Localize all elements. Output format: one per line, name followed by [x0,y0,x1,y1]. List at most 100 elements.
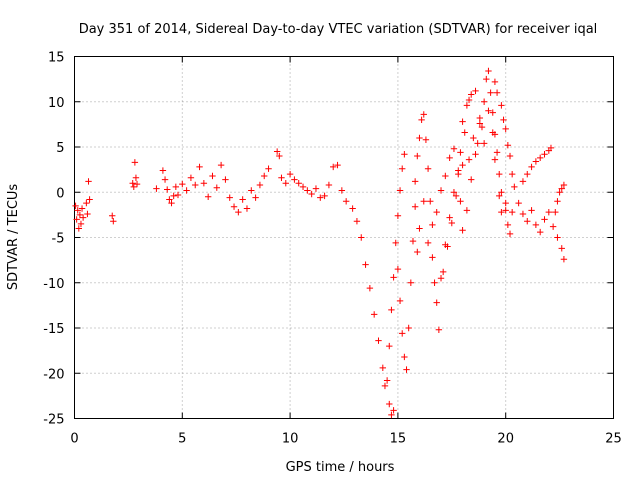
data-point [392,239,399,247]
data-point [386,400,393,408]
data-point [73,216,80,223]
data-point [74,207,81,214]
data-point [470,134,477,142]
y-tick-label: -10 [43,277,64,292]
data-point [200,180,208,187]
data-point [547,144,555,152]
data-point [358,234,365,241]
data-point [132,174,140,181]
data-point [552,208,559,216]
data-point [524,170,531,178]
data-point [437,275,445,282]
data-point [498,208,505,216]
data-point [295,180,302,187]
y-tick-label: 5 [56,141,64,156]
data-point [321,192,328,200]
y-tick-label: 0 [56,186,64,201]
data-point [427,198,434,205]
data-point [468,91,475,98]
data-point [72,202,79,210]
data-point [299,183,307,191]
data-point [496,170,503,178]
data-point [386,342,393,350]
data-point [317,194,324,201]
data-point [459,118,466,125]
data-point [256,181,264,189]
data-point [409,237,417,245]
data-point [183,187,190,194]
data-point [414,152,421,160]
data-point [519,210,527,218]
data-point [560,256,568,263]
data-point [411,178,419,185]
data-point [407,279,415,286]
data-point [401,151,408,158]
data-point [85,178,92,185]
data-point [504,221,512,229]
data-point [502,207,509,214]
data-point [418,116,425,124]
data-point [554,234,561,241]
data-point [353,218,361,225]
data-point [76,211,84,219]
data-point [485,67,492,75]
data-point [416,225,423,232]
data-point [472,87,479,95]
data-point [452,192,460,200]
data-point [388,411,395,419]
data-point [388,306,395,314]
data-point [164,186,171,193]
data-point [424,239,432,247]
data-point [133,180,141,188]
data-point [541,151,548,158]
data-point [330,163,337,171]
data-point [450,145,458,153]
data-point [558,185,565,192]
data-point [483,75,490,83]
data-point [487,89,494,96]
data-point [213,184,220,191]
data-point [414,248,421,256]
chart-title: Day 351 of 2014, Sidereal Day-to-day VTE… [79,22,598,37]
data-point [166,196,173,203]
data-point [411,203,419,210]
data-point [403,366,410,373]
data-point [179,180,186,188]
data-point [396,297,404,305]
data-point [170,192,177,200]
data-point [235,208,242,216]
data-point [370,311,378,318]
data-point [390,274,397,281]
y-tick-label: -15 [43,322,64,337]
data-point [174,191,182,199]
data-point [375,337,382,344]
y-tick-label: -20 [43,367,64,382]
x-tick-label: 5 [178,432,186,447]
data-point [465,156,473,163]
data-point [129,180,136,187]
data-point [325,181,333,189]
data-point [468,176,475,183]
data-point [511,183,518,191]
grid [74,56,614,419]
data-point [433,299,440,306]
data-point [252,194,259,201]
data-point [498,102,505,109]
data-point [496,192,503,200]
data-point [528,163,535,171]
x-tick-label: 0 [70,432,78,447]
data-point [493,89,501,96]
data-point [159,167,167,174]
data-point [366,284,374,292]
data-point [448,219,455,227]
data-point [261,172,268,180]
data-point [545,208,553,216]
data-point [554,198,561,205]
data-point [291,176,298,183]
data-point [442,172,449,180]
data-point [420,111,427,118]
data-point [461,129,468,136]
data-point [172,183,180,191]
data-point [405,324,412,332]
x-axis-label: GPS time / hours [286,460,395,475]
